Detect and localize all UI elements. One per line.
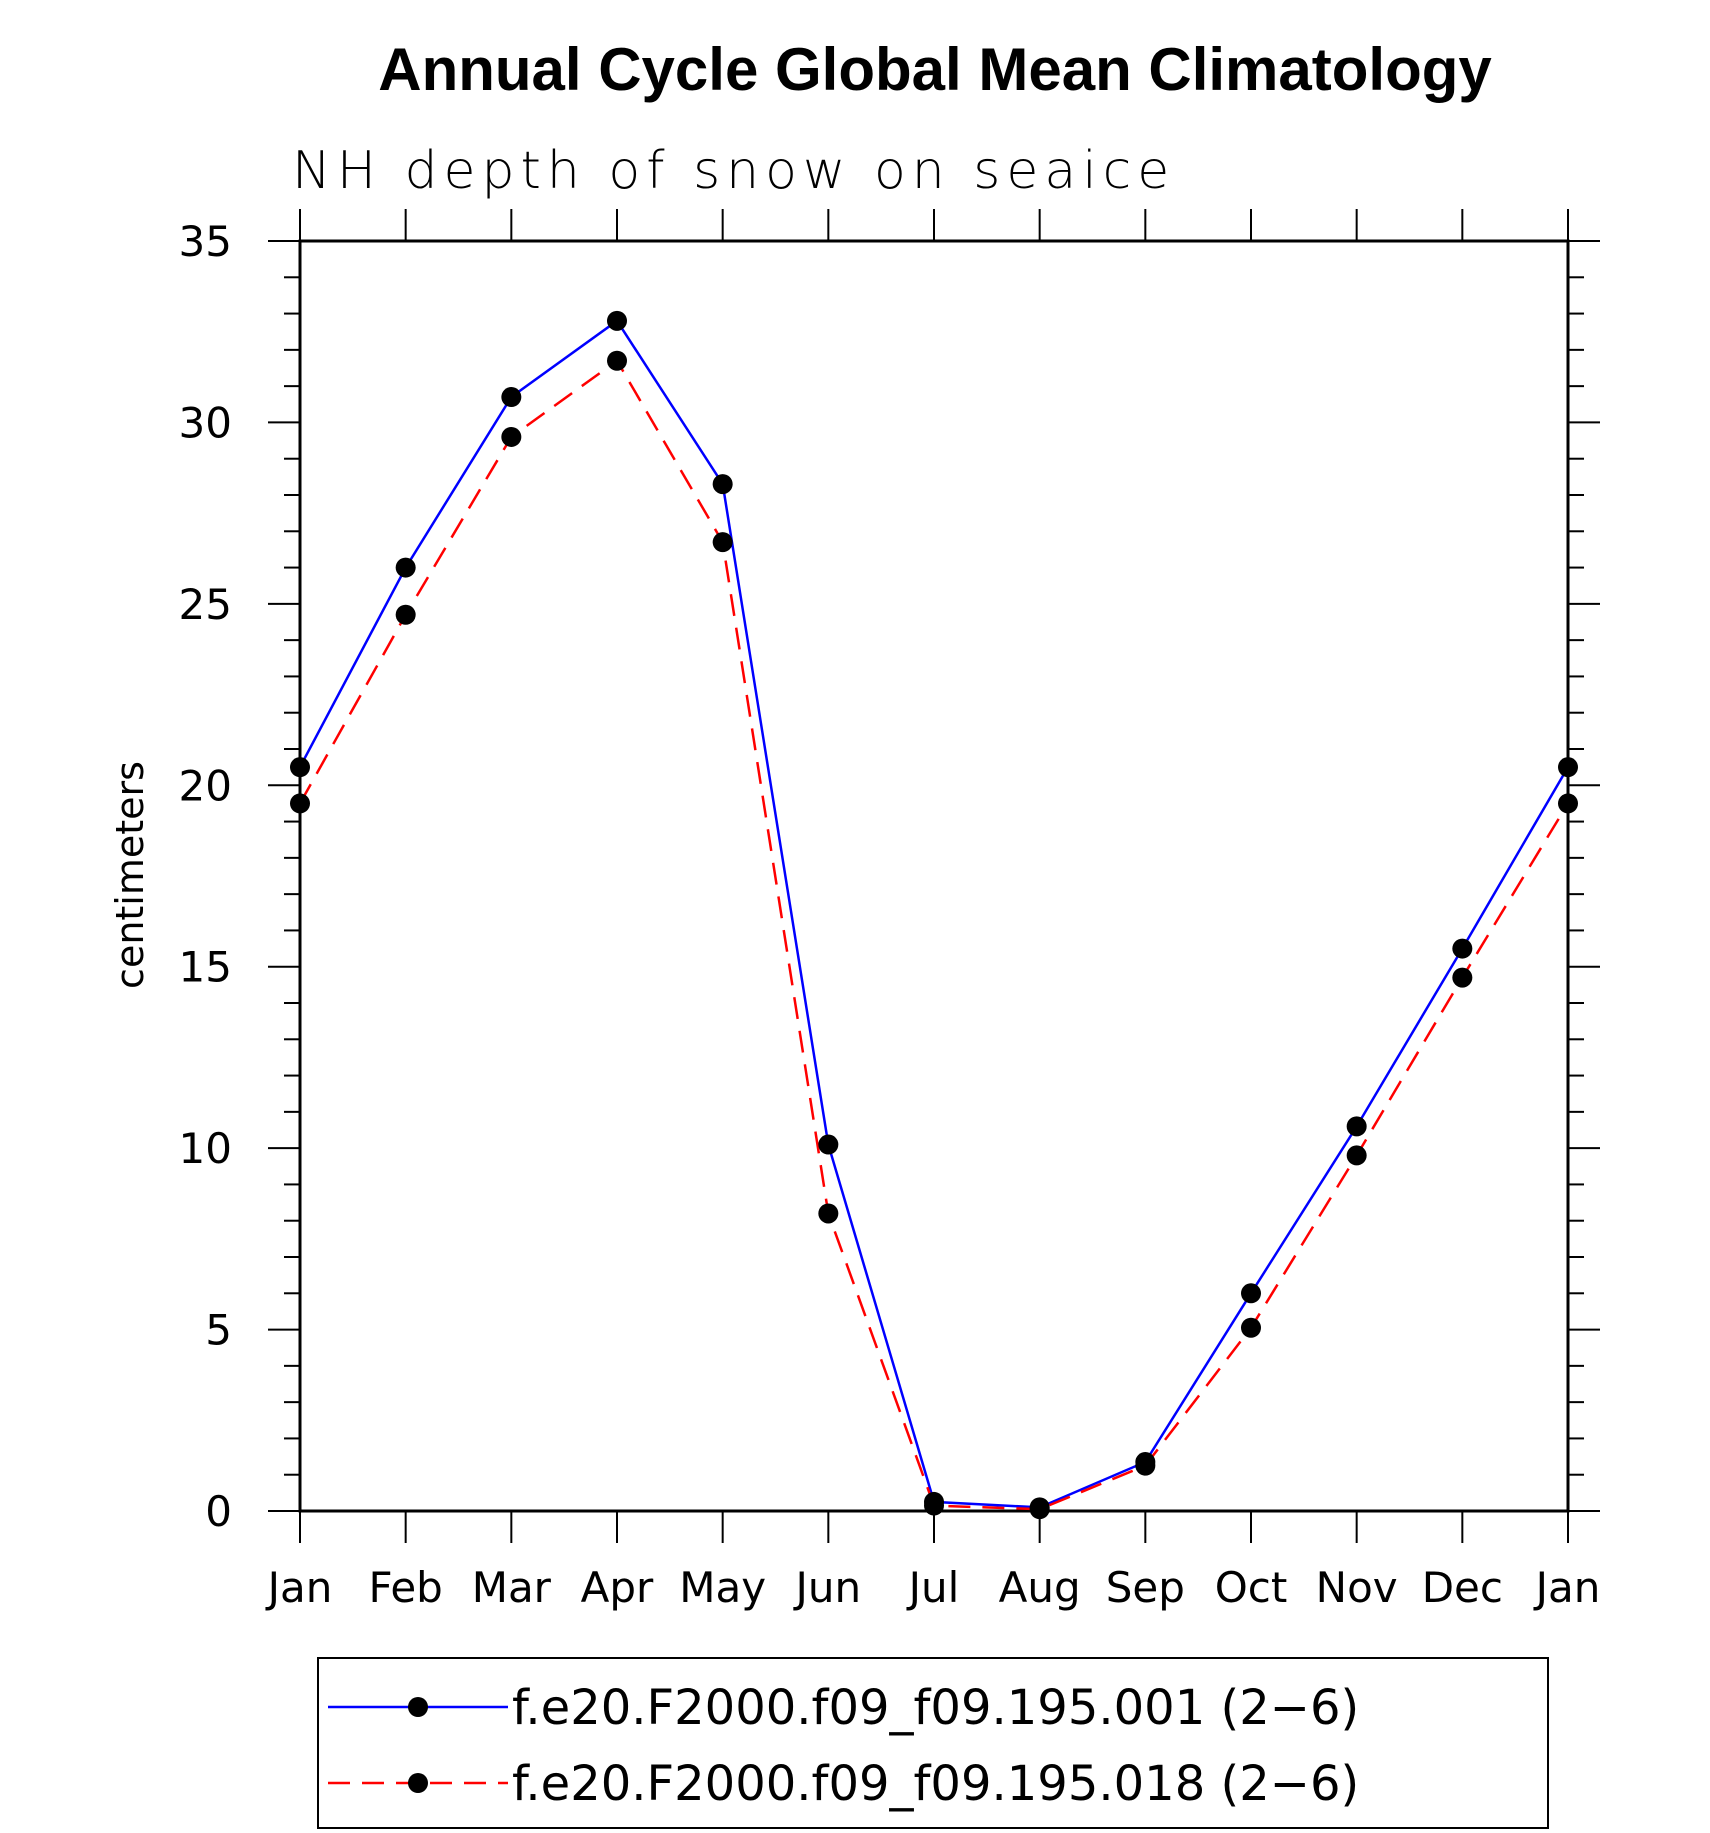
series-1-point: [1241, 1283, 1261, 1304]
y-tick-label: 10: [179, 1124, 232, 1173]
series-2-point: [818, 1203, 839, 1224]
series-2-point: [1241, 1317, 1261, 1338]
x-tick-label: Jul: [906, 1563, 960, 1612]
series-2-point: [1452, 967, 1473, 988]
x-tick-label: Mar: [472, 1563, 552, 1612]
series-2-point: [712, 532, 733, 553]
series-1-point: [1452, 938, 1473, 959]
series-lines: [298, 319, 1570, 1511]
legend-marker-1: [408, 1697, 428, 1717]
legend-box: [317, 1657, 1549, 1829]
series-2-point: [1346, 1145, 1367, 1166]
series-1-point: [1558, 757, 1578, 778]
series-2-point: [924, 1495, 944, 1516]
series-2-point: [395, 604, 416, 625]
y-tick-label: 20: [179, 761, 232, 810]
legend-label-1: f.e20.F2000.f09_f09.195.001 (2−6): [512, 1680, 1359, 1736]
series-markers: [290, 310, 1578, 1520]
series-1-point: [607, 310, 627, 331]
x-tick-label: Apr: [581, 1563, 654, 1612]
x-tick-label: Jan: [265, 1563, 333, 1612]
x-tick-label: Jun: [793, 1563, 862, 1612]
legend-items: f.e20.F2000.f09_f09.195.001 (2−6) f.e20.F…: [328, 1680, 1359, 1812]
series-2-point: [1029, 1499, 1050, 1520]
series-1-point: [290, 757, 310, 778]
x-tick-label: Jan: [1533, 1563, 1601, 1612]
x-tick-label: Feb: [368, 1563, 442, 1612]
chart-title: Annual Cycle Global Mean Climatology: [378, 36, 1492, 103]
x-tick-label: May: [679, 1563, 766, 1612]
series-line-2: [298, 358, 1570, 1511]
series-1-point: [501, 387, 522, 408]
series-2-point: [607, 350, 627, 371]
x-tick-label: Oct: [1215, 1563, 1288, 1612]
x-tick-label: Sep: [1106, 1563, 1185, 1612]
y-axis-ticks: 0 5 10 15 20 25 30 35: [179, 217, 1600, 1536]
y-tick-label: 5: [205, 1306, 232, 1355]
y-tick-label: 15: [179, 943, 232, 992]
y-tick-label: 35: [179, 217, 232, 266]
x-axis-ticks: Jan Feb Mar Apr May Jun Jul Aug Sep Oct Nov Dec Jan: [265, 209, 1601, 1612]
series-line-1: [298, 319, 1570, 1509]
series-2-point: [290, 793, 310, 814]
y-tick-label: 30: [179, 398, 232, 447]
series-1-point: [395, 557, 416, 578]
legend-marker-2: [408, 1773, 428, 1793]
series-2-point: [1558, 793, 1578, 814]
series-2-point: [501, 426, 522, 447]
legend: f.e20.F2000.f09_f09.195.001 (2−6) f.e20.F…: [317, 1657, 1549, 1829]
y-tick-label: 25: [179, 580, 232, 629]
series-1-point: [818, 1134, 839, 1155]
x-tick-label: Aug: [999, 1563, 1081, 1612]
series-2-point: [1135, 1455, 1156, 1476]
series-1-point: [712, 474, 733, 495]
y-axis-label: centimeters: [108, 761, 152, 989]
series-1-point: [1346, 1116, 1367, 1137]
x-tick-label: Dec: [1422, 1563, 1503, 1612]
x-tick-label: Nov: [1316, 1563, 1398, 1612]
y-tick-label: 0: [205, 1487, 232, 1536]
legend-label-2: f.e20.F2000.f09_f09.195.018 (2−6): [512, 1756, 1359, 1812]
chart-subtitle: NH depth of snow on seaice: [292, 141, 1175, 201]
